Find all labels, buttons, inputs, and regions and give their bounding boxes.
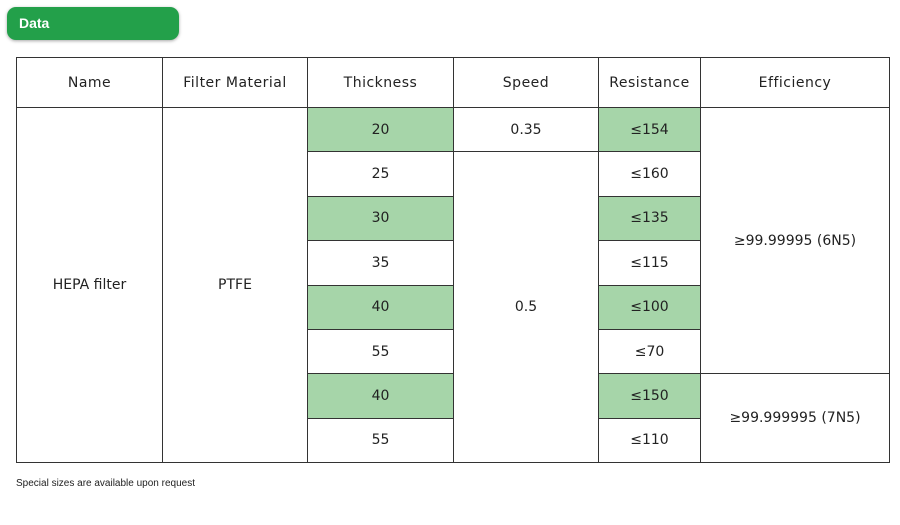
- specification-table: Name Filter Material Thickness Speed Res…: [16, 57, 890, 464]
- thickness-cell: 30: [307, 195, 454, 242]
- thickness-cell: 20: [307, 106, 454, 153]
- header-row: Name Filter Material Thickness Speed Res…: [16, 57, 890, 108]
- thickness-cell: 40: [307, 373, 454, 419]
- resistance-cell: ≤154: [598, 106, 701, 153]
- efficiency-cell: ≥99.99995 (6N5): [700, 106, 890, 375]
- table-row: 40 ≤100: [17, 284, 890, 330]
- table-row: HEPA filter PTFE 20 0.35 ≤154 ≥99.99995 …: [16, 106, 890, 463]
- speed-cell: 0.5: [453, 151, 599, 463]
- header-efficiency: Efficiency: [700, 57, 890, 108]
- table-row: 25 0.5 ≤160: [17, 151, 890, 463]
- thickness-cell: 55: [307, 328, 454, 375]
- header-thickness: Thickness: [307, 57, 454, 108]
- resistance-cell: ≤150: [598, 373, 701, 419]
- name-cell: HEPA filter: [16, 107, 163, 463]
- resistance-cell: ≤110: [598, 417, 701, 464]
- header-speed: Speed: [453, 57, 599, 108]
- table-row: 55 ≤70: [17, 328, 890, 375]
- table-row: 35 ≤115: [17, 240, 890, 286]
- thickness-cell: 25: [307, 151, 454, 197]
- resistance-cell: ≤115: [598, 240, 701, 286]
- efficiency-cell: ≥99.999995 (7N5): [700, 373, 890, 463]
- material-cell: PTFE: [162, 107, 308, 463]
- resistance-cell: ≤70: [598, 328, 701, 375]
- resistance-cell: ≤135: [598, 195, 701, 242]
- table-row: 55 ≤110: [17, 417, 890, 464]
- thickness-cell: 40: [307, 284, 454, 330]
- thickness-cell: 55: [307, 417, 454, 464]
- footnote: Special sizes are available upon request: [16, 478, 195, 489]
- header-name: Name: [16, 57, 163, 108]
- speed-cell: 0.35: [453, 106, 599, 153]
- thickness-cell: 35: [307, 240, 454, 286]
- data-tab[interactable]: Data: [7, 7, 179, 40]
- resistance-cell: ≤160: [598, 151, 701, 197]
- resistance-cell: ≤100: [598, 284, 701, 330]
- table-row: 40 ≤150 ≥99.999995 (7N5): [17, 373, 890, 463]
- header-resistance: Resistance: [598, 57, 701, 108]
- header-filter-material: Filter Material: [162, 57, 308, 108]
